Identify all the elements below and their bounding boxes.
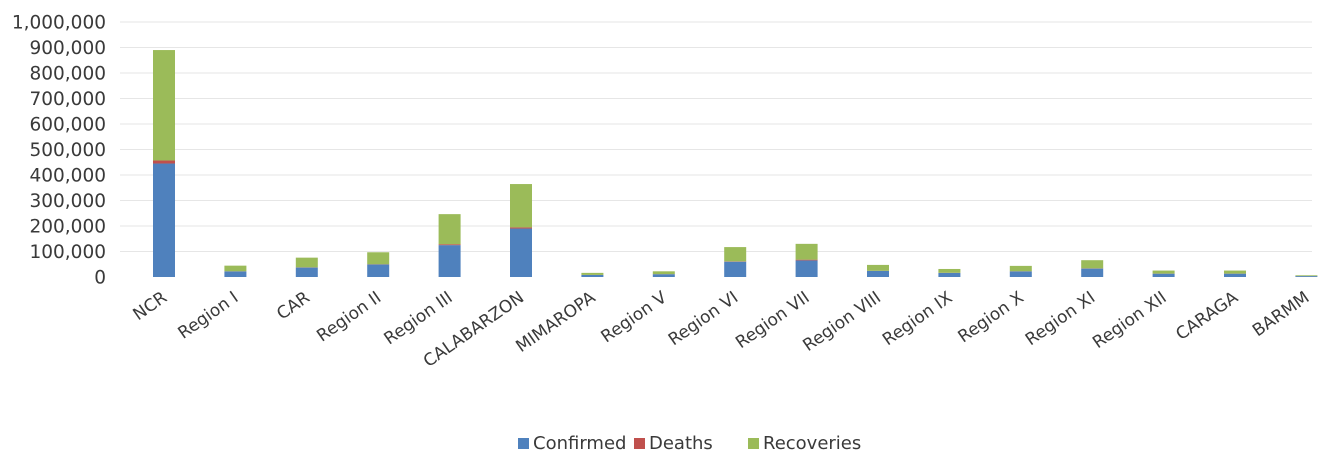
bar-segment-recoveries-ncr <box>153 50 175 161</box>
bar-segment-recoveries-caraga <box>1224 270 1246 274</box>
x-category-label: NCR <box>130 288 171 325</box>
legend-swatch-deaths <box>634 438 645 449</box>
bar-segment-recoveries-region-vi <box>724 247 747 262</box>
bar-segment-deaths-calabarzon <box>510 227 532 229</box>
y-tick-label: 400,000 <box>29 166 106 187</box>
x-category-label: CARAGA <box>1172 288 1242 345</box>
x-category-label: Region II <box>313 288 385 347</box>
legend: Confirmed Deaths Recoveries <box>518 433 861 454</box>
gridlines <box>120 21 1312 252</box>
y-tick-label: 500,000 <box>29 140 106 161</box>
x-category-label: BARMM <box>1249 288 1313 341</box>
bar-segment-deaths-ncr <box>153 160 175 164</box>
bar-segment-confirmed-region-v <box>652 274 675 277</box>
bar-segment-confirmed-region-vii <box>795 260 818 277</box>
bar-segment-confirmed-region-i <box>224 271 247 277</box>
bar-segment-deaths-region-iii <box>438 244 461 246</box>
bar-segment-confirmed-barmm <box>1295 276 1318 277</box>
bar-segment-confirmed-region-ix <box>938 272 961 277</box>
bar-segment-deaths-region-vii <box>795 259 818 261</box>
bar-segment-recoveries-mimaropa <box>581 272 604 275</box>
y-tick-label: 100,000 <box>29 242 106 263</box>
legend-label-confirmed: Confirmed <box>533 433 626 454</box>
bar-segment-confirmed-region-vi <box>724 261 747 277</box>
bar-segment-confirmed-region-x <box>1009 271 1032 277</box>
x-category-label: Region I <box>175 288 243 344</box>
y-tick-label: 1,000,000 <box>12 13 106 34</box>
y-tick-label: 200,000 <box>29 217 106 238</box>
y-tick-label: 900,000 <box>29 38 106 59</box>
x-category-label: Region XI <box>1022 288 1099 350</box>
bar-segment-confirmed-caraga <box>1224 273 1246 277</box>
legend-label-deaths: Deaths <box>649 433 713 454</box>
bar-segment-recoveries-region-vii <box>795 243 818 260</box>
x-category-label: Region VIII <box>799 288 884 356</box>
bar-segment-recoveries-calabarzon <box>510 184 532 228</box>
y-tick-label: 700,000 <box>29 89 106 110</box>
bar-segment-confirmed-region-ii <box>367 264 390 277</box>
y-tick-label: 600,000 <box>29 115 106 136</box>
x-category-label: Region IX <box>879 288 957 351</box>
y-tick-label: 300,000 <box>29 191 106 212</box>
bar-segment-recoveries-region-v <box>652 271 675 275</box>
y-axis-ticks: 0 100,000 200,000 300,000 400,000 500,000 600,… <box>12 13 106 289</box>
bar-segment-recoveries-region-i <box>224 265 247 272</box>
bar-segment-recoveries-region-ii <box>367 252 390 265</box>
x-category-label: Region V <box>598 288 671 348</box>
x-category-label: MIMAROPA <box>512 288 599 357</box>
x-category-label: CAR <box>273 288 314 325</box>
bar-segment-recoveries-region-x <box>1009 265 1032 272</box>
bar-segment-confirmed-region-xii <box>1152 273 1175 277</box>
y-tick-label: 0 <box>94 268 106 289</box>
bar-segment-confirmed-region-viii <box>867 270 889 277</box>
x-category-label: Region X <box>955 288 1028 348</box>
bar-segment-confirmed-car <box>295 267 318 277</box>
legend-label-recoveries: Recoveries <box>763 433 861 454</box>
bar-segment-confirmed-region-iii <box>438 245 461 277</box>
bar-segment-recoveries-region-xii <box>1152 270 1175 274</box>
bar-segment-recoveries-region-ix <box>938 268 961 273</box>
x-category-label: Region VI <box>665 288 742 350</box>
legend-swatch-recoveries <box>748 438 759 449</box>
bar-segment-recoveries-region-viii <box>867 264 889 271</box>
bar-segment-confirmed-calabarzon <box>510 228 532 277</box>
bar-segment-confirmed-ncr <box>153 163 175 277</box>
bar-segment-recoveries-region-iii <box>438 214 461 245</box>
bar-segment-confirmed-mimaropa <box>581 274 604 277</box>
x-category-label: Region XII <box>1089 288 1170 353</box>
bar-segment-confirmed-region-xi <box>1081 268 1104 277</box>
bar-segment-recoveries-barmm <box>1295 275 1318 277</box>
bar-segment-recoveries-region-xi <box>1081 260 1104 269</box>
bar-segment-recoveries-car <box>295 257 318 268</box>
bars <box>153 50 1318 277</box>
y-tick-label: 800,000 <box>29 64 106 85</box>
legend-swatch-confirmed <box>518 438 529 449</box>
